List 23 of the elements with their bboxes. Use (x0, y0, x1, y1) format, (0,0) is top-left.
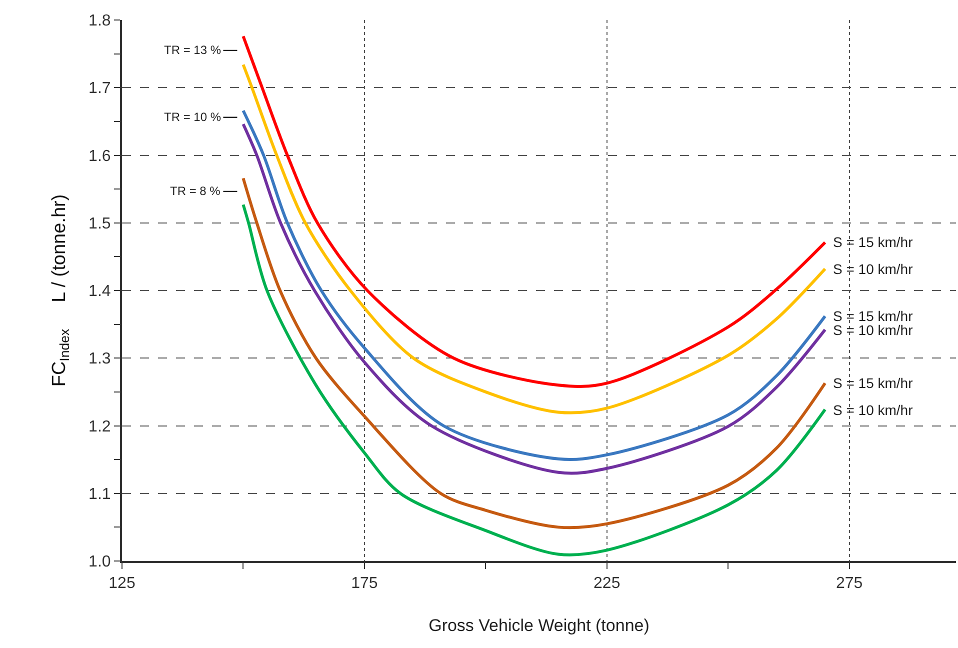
y-tick-label: 1.2 (88, 418, 111, 436)
x-tick-label: 225 (594, 575, 620, 592)
annotation: S = 10 km/hr (833, 402, 914, 418)
annotation: TR = 8 % (170, 184, 221, 198)
x-tick-label: 275 (836, 575, 863, 592)
annotation: TR = 10 % (164, 110, 222, 124)
y-tick-label: 1.3 (88, 350, 111, 368)
y-tick-label: 1.6 (88, 148, 111, 165)
x-tick-label: 175 (351, 575, 378, 592)
annotation: S = 10 km/hr (833, 322, 914, 338)
y-tick-label: 1.0 (88, 554, 111, 571)
y-tick-label: 1.8 (88, 12, 111, 30)
annotation: S = 15 km/hr (833, 308, 914, 324)
annotation: S = 15 km/hr (833, 375, 914, 391)
y-tick-label: 1.5 (88, 215, 111, 232)
x-tick-label: 125 (108, 575, 136, 592)
y-tick-label: 1.7 (88, 80, 111, 98)
x-axis-title: Gross Vehicle Weight (tonne) (428, 616, 650, 636)
annotation: S = 15 km/hr (833, 234, 914, 250)
y-tick-label: 1.4 (88, 283, 111, 300)
y-tick-label: 1.1 (88, 486, 111, 503)
annotation: S = 10 km/hr (833, 261, 914, 277)
annotation: TR = 13 % (164, 43, 222, 57)
